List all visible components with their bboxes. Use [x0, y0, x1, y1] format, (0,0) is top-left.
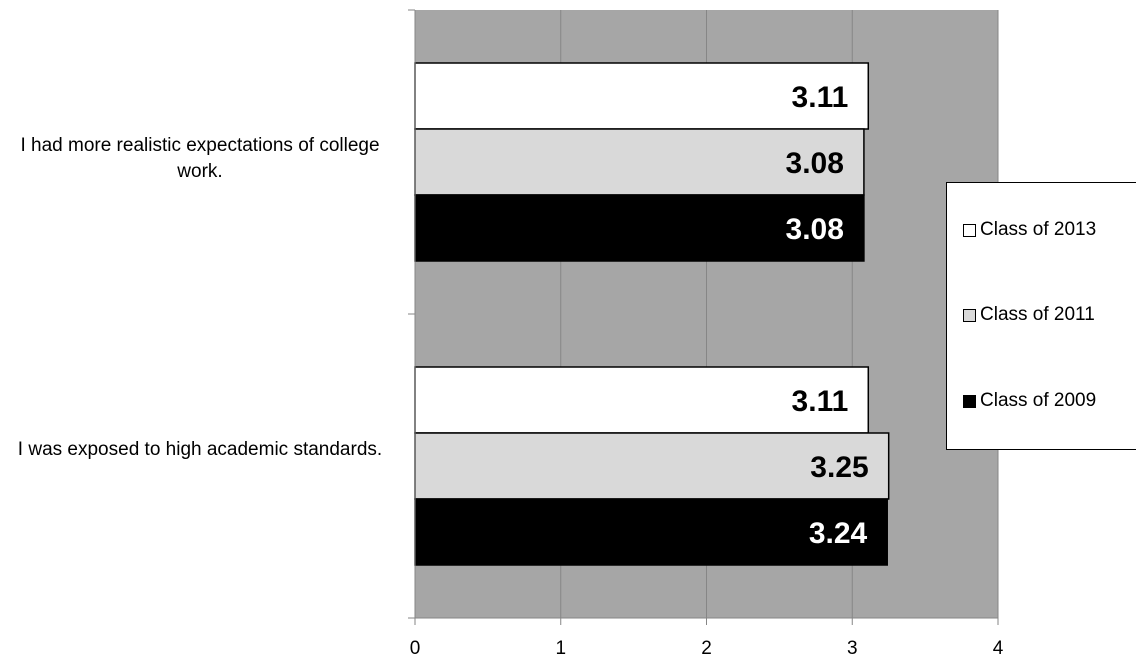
legend-label: Class of 2013	[980, 219, 1097, 240]
bar	[414, 366, 870, 434]
legend-label: Class of 2011	[980, 304, 1095, 325]
data-label: 3.11	[792, 385, 849, 418]
x-tick-labels: 0 1 2 3 4	[410, 638, 1004, 659]
x-tick-label: 4	[993, 638, 1004, 659]
legend-item: Class of 2013	[963, 219, 1096, 241]
legend-item: Class of 2009	[963, 390, 1096, 412]
data-label: 3.08	[786, 147, 844, 180]
legend-item: Class of 2011	[963, 304, 1095, 326]
bar	[414, 432, 890, 500]
x-tick-label: 2	[701, 638, 712, 659]
x-tick-label: 0	[410, 638, 421, 659]
x-tick-label: 3	[847, 638, 858, 659]
data-label: 3.24	[809, 517, 868, 550]
category-label: I was exposed to high academic standards…	[17, 439, 383, 460]
legend-swatch	[963, 394, 976, 408]
category-label: I had more realistic expectations of col…	[20, 135, 380, 182]
legend-swatch	[963, 308, 976, 322]
bars: 3.11 3.08 3.08 3.11 3.25 3.24	[414, 62, 890, 566]
data-label: 3.25	[810, 451, 868, 484]
data-label: 3.08	[786, 213, 844, 246]
axes	[408, 9, 999, 625]
legend-swatch	[963, 223, 976, 237]
legend-label: Class of 2009	[980, 390, 1097, 411]
x-tick-label: 1	[555, 638, 566, 659]
data-label: 3.11	[792, 81, 849, 114]
bar	[414, 194, 865, 262]
legend: Class of 2013 Class of 2011 Class of 2009	[946, 182, 1136, 450]
